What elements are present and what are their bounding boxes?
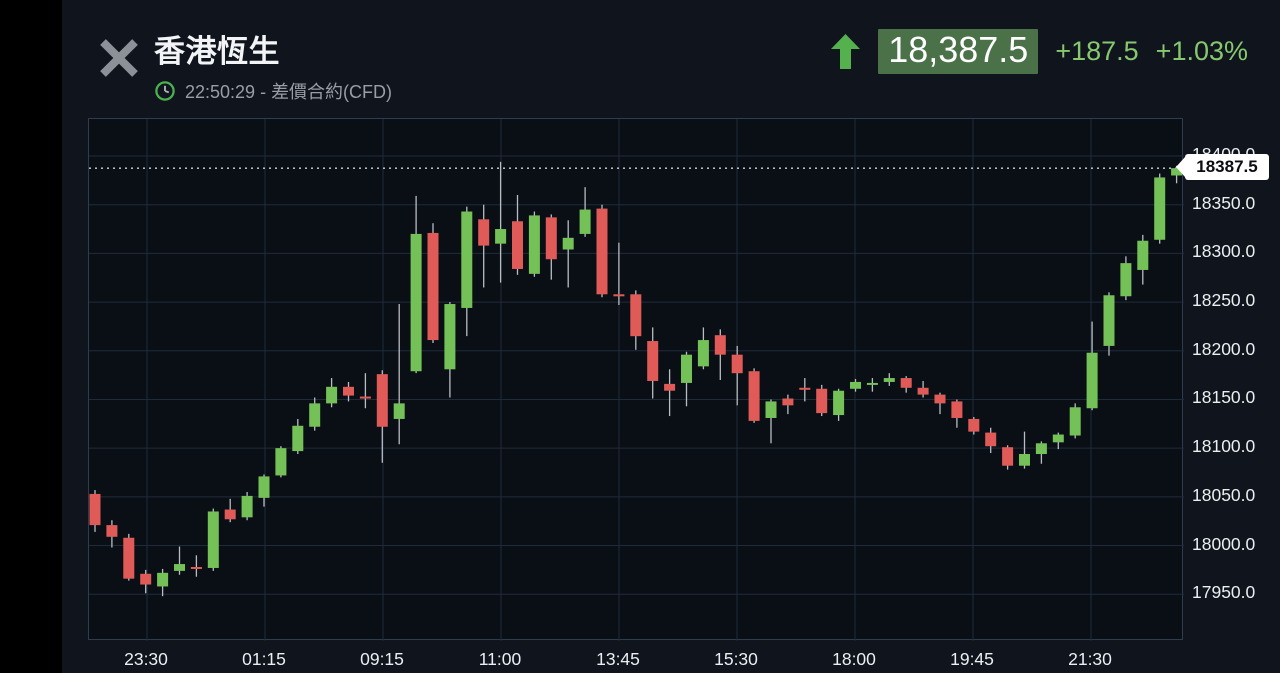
- candle-up: [326, 386, 338, 404]
- candle-up: [681, 354, 692, 383]
- close-button[interactable]: [96, 35, 142, 81]
- candle-down: [664, 383, 676, 391]
- candle-down: [731, 354, 743, 374]
- candle-down: [799, 387, 811, 390]
- current-price-tag-value: 18387.5: [1196, 157, 1258, 177]
- candlestick-plot-area[interactable]: [88, 118, 1184, 641]
- candle-up: [528, 215, 540, 274]
- candle-down: [613, 294, 625, 297]
- y-axis-label: 17950.0: [1192, 582, 1256, 603]
- clock-icon: [155, 81, 175, 101]
- candle-down: [934, 394, 946, 404]
- candle-up: [1019, 454, 1030, 466]
- x-axis-label: 13:45: [596, 649, 640, 669]
- x-axis-label: 19:45: [950, 649, 994, 669]
- arrow-up-icon: [831, 33, 861, 69]
- candle-down: [359, 396, 371, 399]
- instrument-header: 香港恆生 22:50:29 - 差價合約(CFD) 18,387.5 +187.…: [62, 0, 1280, 112]
- price-change: +187.5: [1055, 36, 1139, 66]
- candle-up: [444, 304, 456, 370]
- candle-up: [1035, 443, 1047, 455]
- candle-up: [883, 378, 895, 382]
- x-axis-label: 01:15: [242, 649, 286, 669]
- candle-down: [343, 386, 354, 396]
- x-axis-label: 21:30: [1068, 649, 1112, 669]
- candle-up: [1052, 434, 1064, 443]
- candle-down: [714, 335, 726, 355]
- candle-up: [1103, 295, 1115, 346]
- candle-down: [376, 374, 388, 427]
- candle-up: [1069, 407, 1081, 436]
- candle-down: [951, 401, 963, 418]
- candle-down: [917, 387, 929, 395]
- candle-down: [968, 418, 980, 432]
- candle-up: [495, 229, 507, 244]
- quote-summary: 18,387.5 +187.5 +1.03%: [830, 29, 1248, 74]
- candle-down: [89, 493, 101, 526]
- candle-down: [512, 221, 523, 269]
- candle-up: [275, 448, 287, 476]
- price-change-percent: +1.03%: [1155, 36, 1248, 66]
- current-price-tag: 18387.5: [1176, 154, 1269, 181]
- candle-down: [140, 573, 152, 585]
- price-chart: 18400.018350.018300.018250.018200.018150…: [62, 0, 1280, 673]
- trading-app-window: 香港恆生 22:50:29 - 差價合約(CFD) 18,387.5 +187.…: [62, 0, 1280, 673]
- candle-up: [292, 425, 304, 452]
- candle-down: [630, 294, 642, 337]
- y-axis-label: 18250.0: [1192, 290, 1256, 311]
- candle-down: [224, 509, 236, 520]
- candle-up: [461, 211, 473, 308]
- x-axis-label: 09:15: [360, 649, 404, 669]
- y-axis-label: 18050.0: [1192, 484, 1256, 505]
- y-axis-label: 18300.0: [1192, 241, 1256, 262]
- x-axis-label: 23:30: [124, 649, 168, 669]
- y-axis-label: 18200.0: [1192, 338, 1256, 359]
- candle-up: [1154, 177, 1166, 240]
- candle-up: [241, 495, 253, 518]
- candle-down: [816, 388, 828, 414]
- y-axis-label: 18350.0: [1192, 192, 1256, 213]
- candle-down: [545, 217, 557, 260]
- candle-up: [1120, 263, 1132, 297]
- y-axis-label: 18000.0: [1192, 533, 1256, 554]
- candle-down: [478, 219, 490, 246]
- candle-up: [410, 233, 422, 372]
- current-price[interactable]: 18,387.5: [878, 29, 1039, 74]
- candle-up: [157, 572, 169, 587]
- title-block: 香港恆生 22:50:29 - 差價合約(CFD): [154, 26, 392, 104]
- y-axis-label: 18150.0: [1192, 387, 1256, 408]
- candle-down: [647, 341, 659, 381]
- candle-up: [697, 340, 709, 367]
- candle-down: [900, 378, 912, 388]
- candle-down: [748, 371, 760, 421]
- instrument-title: 香港恆生: [154, 34, 280, 69]
- candle-up: [1086, 352, 1098, 409]
- timestamp-and-market-type: 22:50:29 - 差價合約(CFD): [185, 82, 393, 102]
- x-axis-label: 15:30: [714, 649, 758, 669]
- candle-up: [1137, 240, 1149, 270]
- candle-up: [833, 390, 845, 416]
- y-axis-label: 18100.0: [1192, 436, 1256, 457]
- candle-up: [866, 382, 878, 385]
- candle-up: [207, 511, 219, 568]
- candle-up: [765, 401, 777, 418]
- x-axis-label: 11:00: [478, 649, 522, 669]
- candle-down: [596, 208, 608, 295]
- candle-down: [123, 537, 135, 579]
- close-icon: [100, 39, 138, 77]
- candle-down: [1002, 447, 1014, 466]
- candle-up: [309, 403, 321, 427]
- candle-up: [174, 564, 185, 571]
- candle-down: [427, 232, 439, 341]
- candle-up: [562, 237, 574, 250]
- candle-down: [985, 432, 997, 447]
- candle-up: [850, 381, 861, 389]
- candle-down: [106, 525, 118, 537]
- x-axis-label: 18:00: [832, 649, 876, 669]
- candle-up: [579, 209, 591, 234]
- candle-down: [782, 398, 794, 406]
- candle-up: [258, 476, 270, 498]
- candle-up: [393, 403, 405, 419]
- candle-down: [190, 566, 202, 569]
